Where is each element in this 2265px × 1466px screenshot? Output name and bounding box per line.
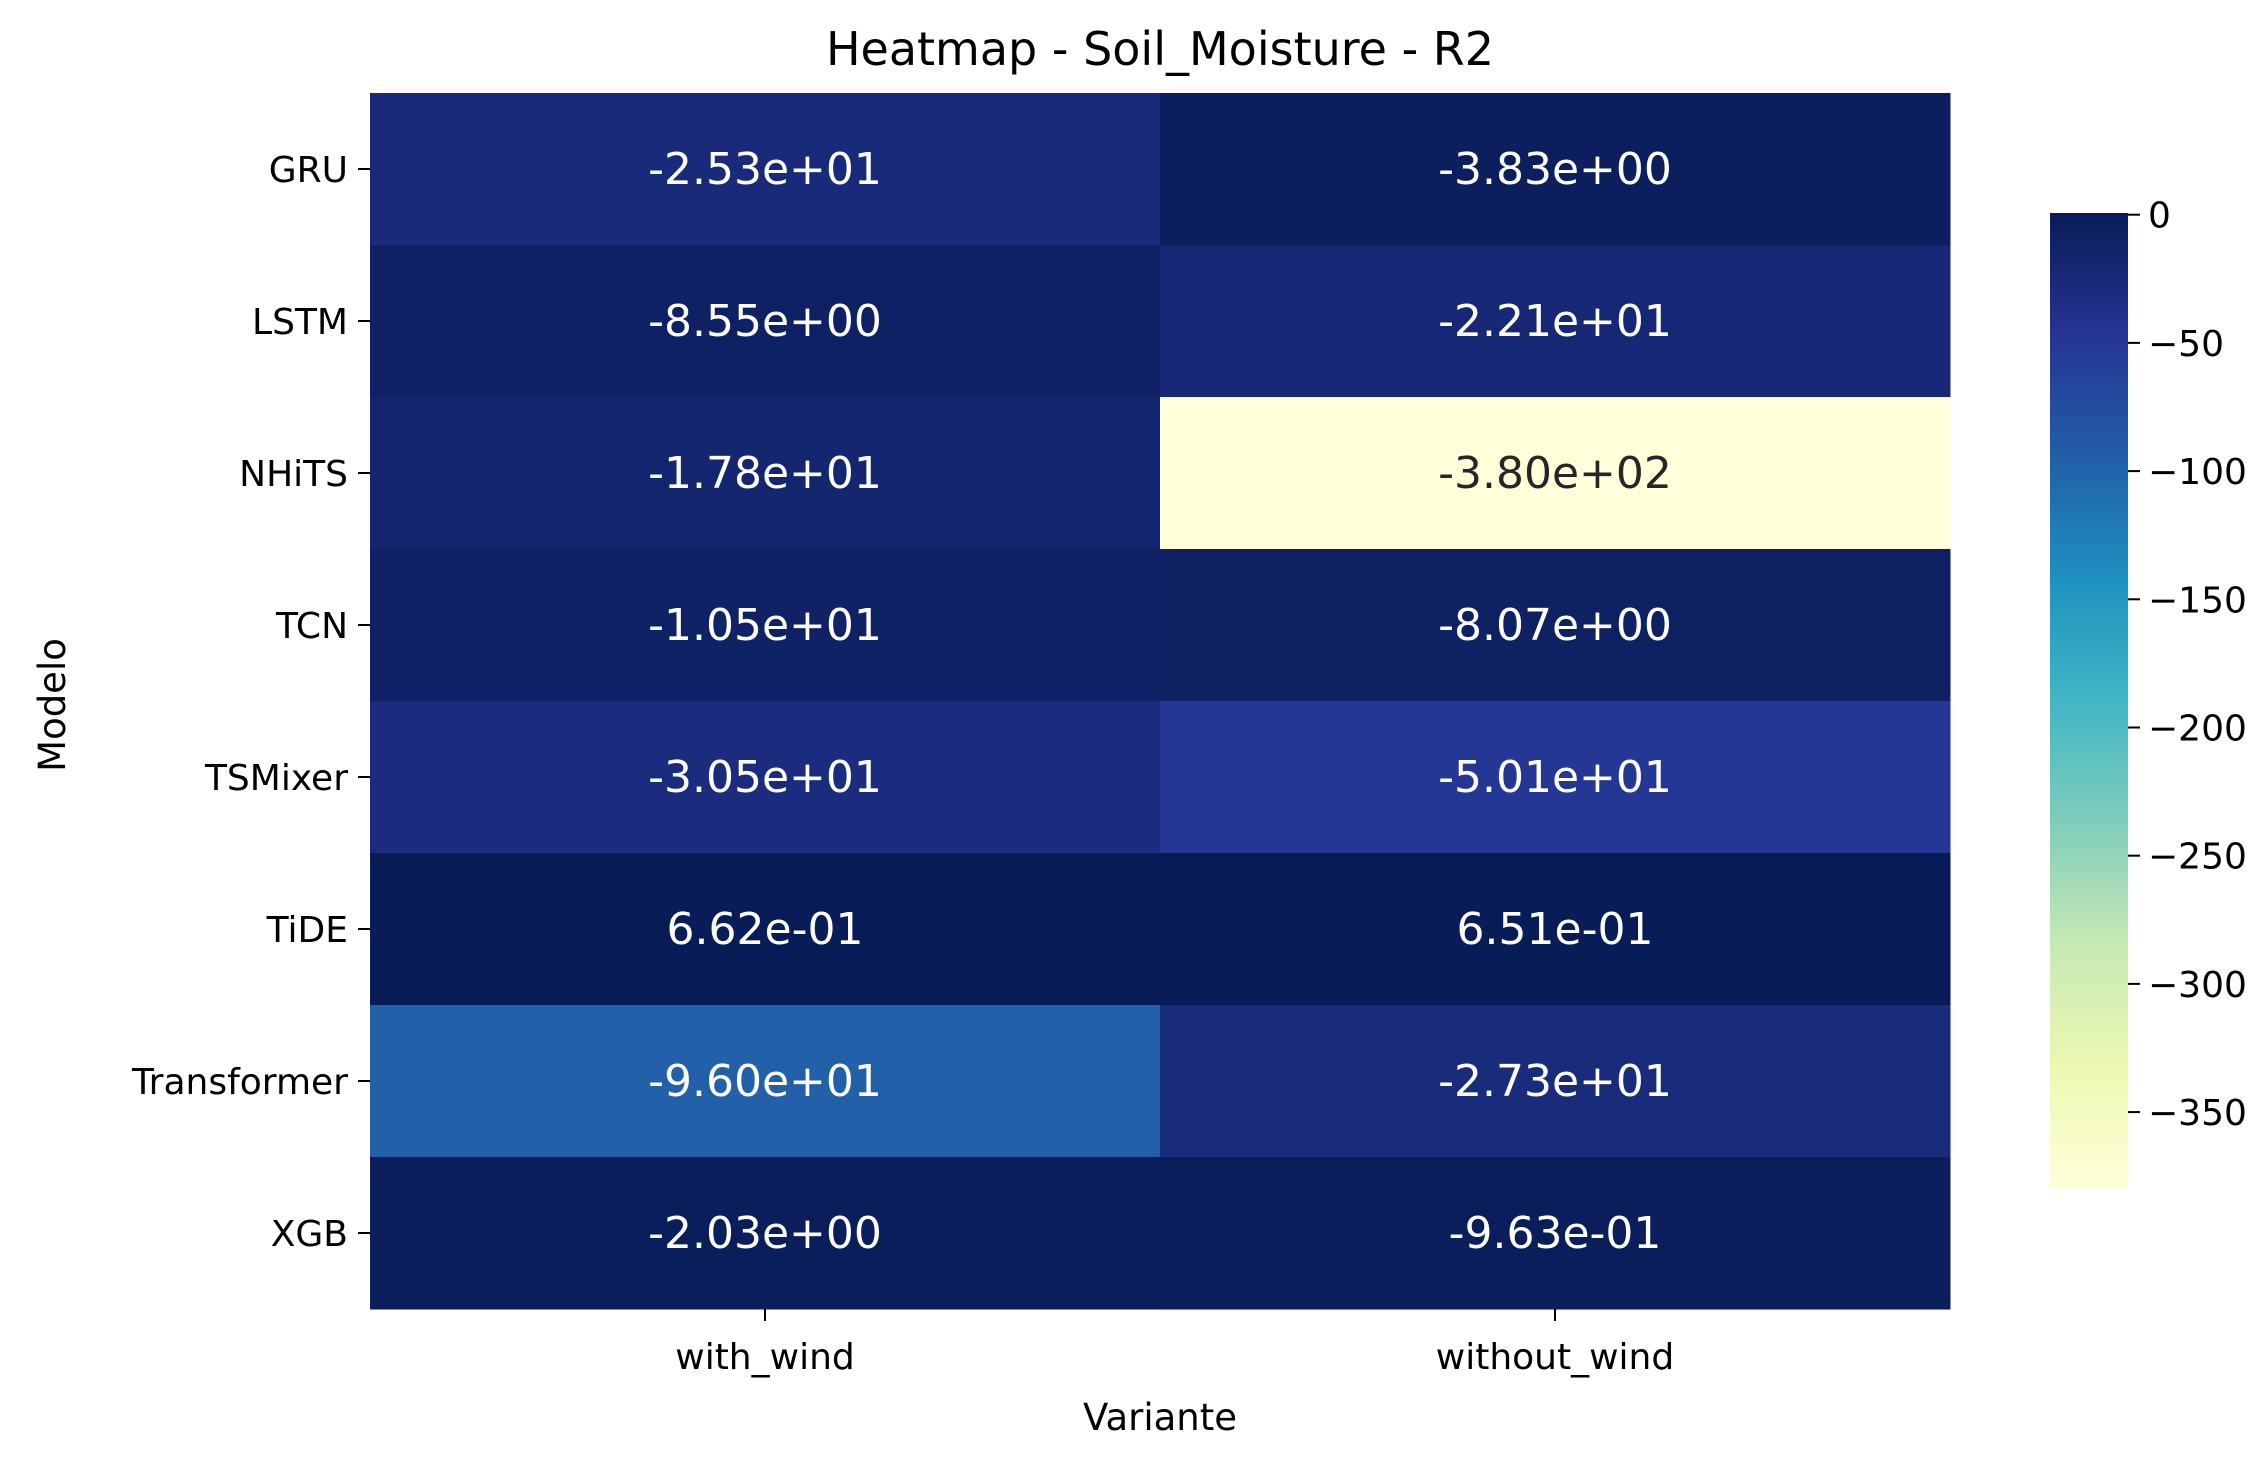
cell-annotation: -2.53e+01 (648, 144, 882, 195)
cell-annotation: -2.73e+01 (1438, 1056, 1672, 1107)
row-tick-label: Transformer (131, 1062, 348, 1103)
heatmap-cell (370, 853, 1161, 1006)
heatmap-cell (370, 549, 1161, 702)
cell-annotation: -3.83e+00 (1438, 144, 1672, 195)
colorbar-tick-label: −150 (2148, 580, 2247, 621)
row-tick-label: GRU (269, 150, 348, 191)
heatmap-cell (370, 1005, 1161, 1158)
heatmap-cell (370, 245, 1161, 398)
column-tick-label: without_wind (1436, 1337, 1674, 1378)
colorbar-tick-label: −50 (2148, 324, 2224, 365)
cell-annotation: -2.21e+01 (1438, 296, 1672, 347)
heatmap-cell (1160, 549, 1951, 702)
heatmap-cells: -2.53e+01 -3.83e+00 -8.55e+00 -2.21e+01 -1.7… (370, 93, 1951, 1310)
heatmap-cell (370, 397, 1161, 550)
cell-annotation: -8.07e+00 (1438, 600, 1672, 651)
column-tick-label: with_wind (675, 1337, 855, 1378)
heatmap-cell (1160, 1157, 1951, 1310)
colorbar-tick-label: −350 (2148, 1093, 2247, 1134)
cell-annotation: -9.63e-01 (1449, 1208, 1662, 1259)
colorbar-tick-label: 0 (2148, 196, 2171, 237)
heatmap-cell (1160, 1005, 1951, 1158)
cell-annotation: -3.80e+02 (1438, 448, 1672, 499)
colorbar-tick-label: −250 (2148, 837, 2247, 878)
heatmap-cell (1160, 701, 1951, 854)
column-tick-labels: with_wind without_wind (675, 1309, 1674, 1378)
y-axis-label: Modelo (31, 638, 74, 772)
row-tick-labels: GRU LSTM NHiTS TCN TSMixer TiDE Transformer XGB (131, 150, 370, 1255)
cell-annotation: -5.01e+01 (1438, 752, 1672, 803)
heatmap-cell (1160, 245, 1951, 398)
row-tick-label: LSTM (252, 302, 348, 343)
x-axis-label: Variante (1083, 1396, 1237, 1439)
cell-annotation: -9.60e+01 (648, 1056, 882, 1107)
heatmap-cell (1160, 397, 1951, 550)
cell-annotation: -1.78e+01 (648, 448, 882, 499)
chart-title: Heatmap - Soil_Moisture - R2 (826, 22, 1494, 76)
row-tick-label: TiDE (266, 910, 348, 951)
colorbar-gradient (2050, 213, 2128, 1189)
row-tick-label: TCN (275, 606, 348, 647)
cell-annotation: -8.55e+00 (648, 296, 882, 347)
colorbar-tick-label: −200 (2148, 708, 2247, 749)
heatmap-cell (1160, 93, 1951, 246)
heatmap-cell (370, 1157, 1161, 1310)
heatmap-cell (370, 701, 1161, 854)
cell-annotation: -2.03e+00 (648, 1208, 882, 1259)
cell-annotation: 6.62e-01 (667, 904, 864, 955)
cell-annotation: -1.05e+01 (648, 600, 882, 651)
row-tick-label: XGB (271, 1214, 348, 1255)
cell-annotation: -3.05e+01 (648, 752, 882, 803)
heatmap-cell (370, 93, 1161, 246)
row-tick-label: TSMixer (204, 758, 348, 799)
heatmap-cell (1160, 853, 1951, 1006)
colorbar-tick-label: −300 (2148, 965, 2247, 1006)
row-tick-label: NHiTS (239, 454, 348, 495)
colorbar-tick-label: −100 (2148, 452, 2247, 493)
cell-annotation: 6.51e-01 (1457, 904, 1654, 955)
colorbar: 0 −50 −100 −150 −200 −250 −300 −350 (2050, 196, 2247, 1189)
